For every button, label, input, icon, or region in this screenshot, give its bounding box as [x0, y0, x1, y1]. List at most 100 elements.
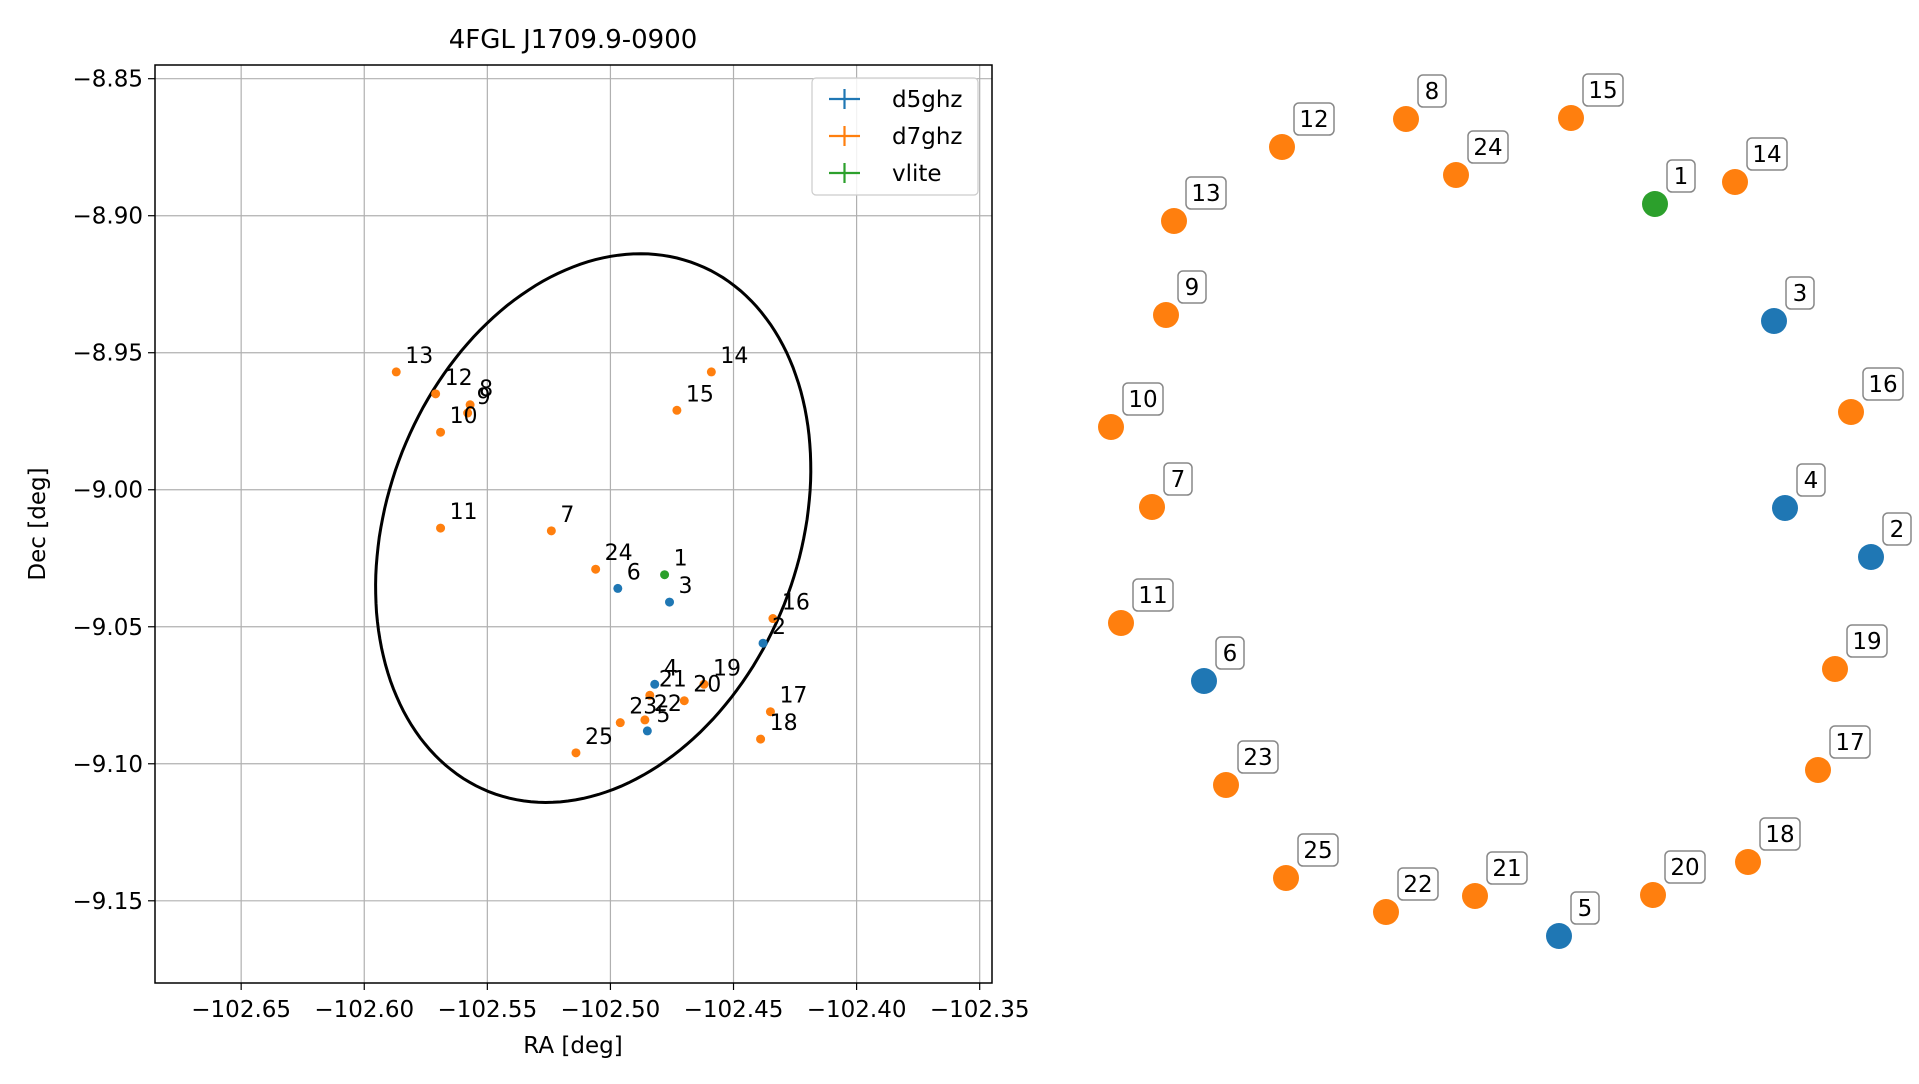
point-d7ghz-11 — [436, 523, 446, 533]
key-marker-15: 15 — [1558, 73, 1624, 131]
chart-title: 4FGL J1709.9-0900 — [449, 25, 698, 55]
key-label: 8 — [1425, 79, 1440, 105]
point-label: 13 — [405, 344, 433, 369]
key-marker-4: 4 — [1772, 463, 1826, 521]
point-label: 11 — [450, 500, 478, 525]
grid — [155, 65, 992, 983]
point-d7ghz-23 — [615, 718, 625, 728]
key-label-box — [1177, 270, 1207, 304]
point-label: 19 — [713, 656, 741, 681]
legend-entry-d5ghz: d5ghz — [829, 87, 962, 113]
key-label: 7 — [1171, 467, 1186, 493]
y-tick-label: −9.15 — [73, 889, 143, 915]
label-key-panel: 1234567891011121314151617181920212223242… — [1098, 73, 1912, 949]
key-label-box — [1397, 867, 1439, 901]
legend-label: d7ghz — [892, 124, 962, 150]
key-label: 11 — [1138, 583, 1167, 609]
key-marker-13: 13 — [1161, 176, 1227, 234]
point-d7ghz-18 — [756, 734, 766, 744]
key-marker-17: 17 — [1805, 725, 1871, 783]
key-label: 2 — [1890, 517, 1905, 543]
x-tick-label: −102.65 — [191, 997, 291, 1023]
key-label: 9 — [1185, 275, 1200, 301]
localization-ellipse — [374, 252, 813, 805]
key-label: 6 — [1223, 641, 1238, 667]
key-label: 13 — [1191, 181, 1220, 207]
point-d5ghz-6 — [613, 583, 623, 593]
point-d7ghz-9 — [463, 408, 473, 418]
point-d7ghz-19 — [699, 679, 709, 689]
key-label-box — [1796, 463, 1826, 497]
key-label-box — [1666, 159, 1696, 193]
key-marker-23: 23 — [1213, 740, 1279, 798]
key-label-box — [1237, 740, 1279, 774]
point-label: 15 — [686, 382, 714, 407]
key-label-box — [1467, 130, 1509, 164]
point-label: 20 — [693, 673, 721, 698]
key-marker-7: 7 — [1139, 462, 1193, 520]
legend-box — [811, 77, 979, 196]
key-dot — [1108, 610, 1134, 636]
key-dot — [1373, 899, 1399, 925]
point-d5ghz-3 — [665, 597, 675, 607]
point-label: 24 — [605, 541, 633, 566]
key-dot — [1642, 191, 1668, 217]
point-d7ghz-16 — [768, 614, 778, 624]
key-marker-19: 19 — [1822, 624, 1888, 682]
key-dot — [1213, 772, 1239, 798]
key-label: 16 — [1868, 372, 1897, 398]
point-d7ghz-24 — [591, 564, 601, 574]
point-d7ghz-12 — [431, 389, 441, 399]
key-dot — [1822, 656, 1848, 682]
key-label-box — [1862, 367, 1904, 401]
point-label: 23 — [629, 695, 657, 720]
point-d5ghz-5 — [642, 726, 652, 736]
source-points — [391, 367, 778, 758]
key-label: 14 — [1752, 142, 1781, 168]
point-label: 4 — [664, 656, 678, 681]
point-d7ghz-13 — [391, 367, 401, 377]
point-label: 18 — [770, 711, 798, 736]
point-label: 21 — [659, 667, 687, 692]
point-d5ghz-4 — [650, 679, 660, 689]
key-marker-25: 25 — [1273, 833, 1339, 891]
y-tick-label: −8.95 — [73, 341, 143, 367]
key-label-box — [1297, 833, 1339, 867]
point-label: 10 — [450, 404, 478, 429]
key-label: 18 — [1765, 822, 1794, 848]
key-label: 5 — [1578, 896, 1593, 922]
key-label-box — [1215, 636, 1245, 670]
key-dot — [1098, 414, 1124, 440]
key-label: 17 — [1835, 730, 1864, 756]
y-tick-label: −9.10 — [73, 752, 143, 778]
key-dot — [1443, 162, 1469, 188]
key-dot — [1273, 865, 1299, 891]
key-dot — [1805, 757, 1831, 783]
point-label: 12 — [445, 366, 473, 391]
key-label: 23 — [1243, 745, 1272, 771]
key-label-box — [1185, 176, 1227, 210]
key-dot — [1838, 399, 1864, 425]
y-tick-label: −9.05 — [73, 615, 143, 641]
key-label-box — [1417, 74, 1447, 108]
key-dot — [1558, 105, 1584, 131]
point-d7ghz-20 — [679, 696, 689, 706]
key-marker-18: 18 — [1735, 817, 1801, 875]
x-ticks: −102.65 −102.60 −102.55 −102.50 −102.45 −102.… — [191, 983, 1030, 1023]
x-tick-label: −102.45 — [684, 997, 784, 1023]
key-marker-16: 16 — [1838, 367, 1904, 425]
key-dot — [1191, 668, 1217, 694]
key-marker-6: 6 — [1191, 636, 1245, 694]
point-d5ghz-2 — [758, 638, 768, 648]
key-label-box — [1664, 850, 1706, 884]
legend: d5ghz d7ghz vlite — [811, 77, 979, 196]
x-tick-label: −102.55 — [437, 997, 537, 1023]
point-label: 6 — [627, 560, 641, 585]
legend-entry-vlite: vlite — [829, 161, 942, 187]
key-label: 10 — [1128, 387, 1157, 413]
key-label-box — [1163, 462, 1193, 496]
key-label: 20 — [1670, 855, 1699, 881]
key-label-box — [1785, 276, 1815, 310]
